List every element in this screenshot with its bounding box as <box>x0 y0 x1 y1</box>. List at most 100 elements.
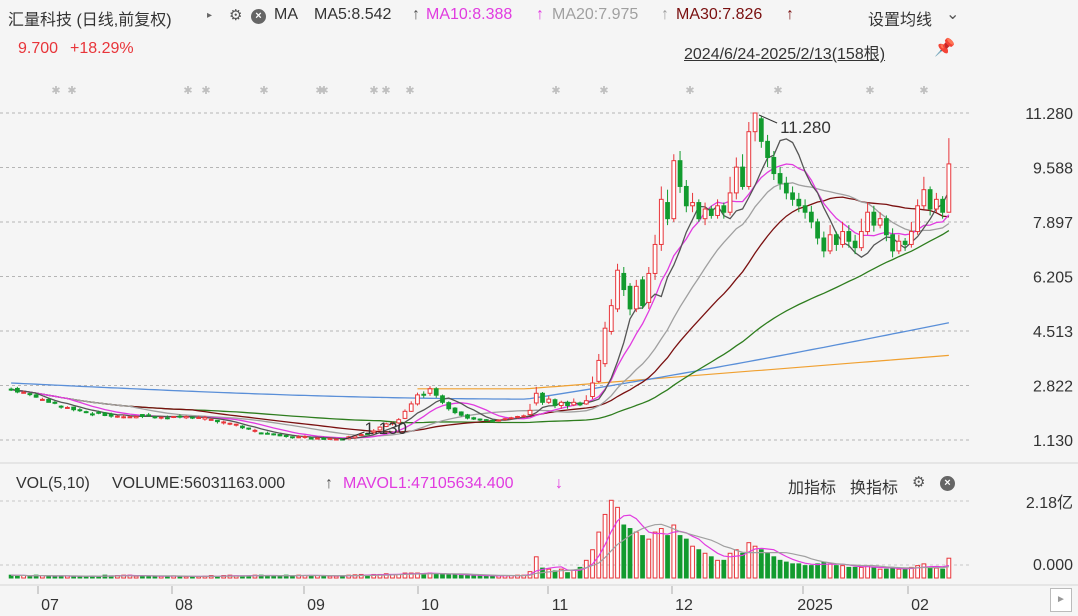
pin-icon[interactable]: 📌 <box>934 38 956 57</box>
candle <box>902 238 908 251</box>
candle <box>540 391 545 405</box>
candle-body <box>183 415 189 419</box>
candle <box>865 202 870 235</box>
candle-body <box>146 414 152 417</box>
candle <box>421 391 427 398</box>
volume-bar <box>727 552 733 579</box>
candle-body <box>533 392 539 404</box>
chart-header: 汇量科技 (日线,前复权) ▸ ⚙ × MA MA5:8.542 ↑ MA10:… <box>0 0 1078 34</box>
candle-body <box>115 415 120 418</box>
candle <box>946 138 952 213</box>
stock-title[interactable]: 汇量科技 (日线,前复权) <box>8 12 172 29</box>
volume-bar <box>146 575 152 579</box>
volume-bar <box>577 566 583 579</box>
candle <box>196 415 202 419</box>
candle-body <box>933 198 939 210</box>
candle <box>483 419 489 422</box>
volume-bar <box>890 566 895 579</box>
candle-body <box>290 436 295 439</box>
ma-close-icon[interactable]: × <box>251 9 266 24</box>
volume-bar <box>840 565 845 579</box>
volume-bar <box>333 575 339 579</box>
candle <box>521 414 527 418</box>
candle <box>627 283 633 316</box>
event-marker-icon: ✱ <box>183 85 192 97</box>
ma20-line <box>10 182 950 437</box>
candle <box>246 427 252 431</box>
volume-bar <box>777 559 783 579</box>
candle <box>852 234 858 255</box>
candle-body <box>652 243 658 274</box>
price-change: +18.29% <box>70 40 134 57</box>
high-marker-line <box>758 114 778 124</box>
candle <box>465 413 470 420</box>
ma-settings-button[interactable]: 设置均线 <box>868 12 933 29</box>
event-marker-icon: ✱ <box>369 85 378 97</box>
candle <box>771 151 777 181</box>
candle <box>558 400 564 409</box>
volume-bar <box>846 566 852 579</box>
event-marker-icon: ✱ <box>319 85 328 97</box>
indicator-gear-icon[interactable]: ⚙ <box>912 474 926 491</box>
volume-bar <box>133 575 139 579</box>
candle <box>840 221 845 248</box>
candle <box>677 151 683 193</box>
candle-body <box>283 434 289 437</box>
candle <box>208 418 214 421</box>
candle-body <box>940 198 945 213</box>
candle-body <box>896 240 902 252</box>
candle-body <box>615 269 620 310</box>
ma-settings-gear-icon[interactable]: ⚙ <box>229 7 243 24</box>
volume-bar <box>402 572 408 579</box>
candle-body <box>627 285 633 310</box>
candle-body <box>221 421 227 424</box>
indicator-close-icon[interactable]: × <box>940 476 955 491</box>
candle-body <box>696 202 702 220</box>
volume-bar <box>27 576 33 579</box>
volume-bar <box>277 575 283 579</box>
candle <box>52 401 58 405</box>
title-dropdown-triangle-icon[interactable]: ▸ <box>207 10 213 21</box>
ma10-value: MA10:8.388 <box>426 6 513 23</box>
volume-bar <box>452 573 458 579</box>
candle <box>633 279 639 313</box>
volume-bar <box>871 566 877 579</box>
candle <box>315 437 320 440</box>
date-range[interactable]: 2024/6/24-2025/2/13(158根) <box>684 46 886 63</box>
y-tick-label: 7.897 <box>1033 215 1073 232</box>
low-marker-line <box>342 431 365 441</box>
candle <box>496 419 502 422</box>
add-indicator-button[interactable]: 加指标 <box>788 480 837 497</box>
candle <box>333 438 339 441</box>
event-marker-icon: ✱ <box>865 85 874 97</box>
candle-body <box>727 192 733 213</box>
volume-bar <box>752 545 758 579</box>
candle-body <box>15 387 20 393</box>
settings-chevron-down-icon[interactable]: ⌄ <box>946 6 960 23</box>
volume-bar <box>558 568 564 579</box>
volume-bar <box>946 557 952 579</box>
volume-tick-label: 0.000 <box>1033 557 1073 574</box>
mavol1-line <box>11 514 950 577</box>
volume-tick-label: 2.18亿 <box>1026 494 1073 512</box>
volume-bar <box>896 568 902 579</box>
price-annotations: 11.280 1.130 <box>342 114 831 441</box>
volume-up-arrow-icon: ↑ <box>325 475 333 492</box>
volume-bar <box>665 535 670 579</box>
volume-bar <box>796 563 802 579</box>
candle <box>715 199 720 219</box>
ma20-value: MA20:7.975 <box>552 6 639 23</box>
candle <box>783 176 789 200</box>
candle <box>290 436 295 439</box>
switch-indicator-button[interactable]: 换指标 <box>850 480 899 497</box>
candle <box>640 276 645 309</box>
candle-body <box>708 208 714 216</box>
candle <box>458 411 464 417</box>
x-tick-label: 07 <box>41 597 59 614</box>
candle-body <box>508 417 514 420</box>
candle <box>708 205 714 219</box>
candle-body <box>33 394 39 398</box>
candle <box>377 426 383 431</box>
scroll-right-arrow-button[interactable]: ► <box>1050 588 1072 612</box>
